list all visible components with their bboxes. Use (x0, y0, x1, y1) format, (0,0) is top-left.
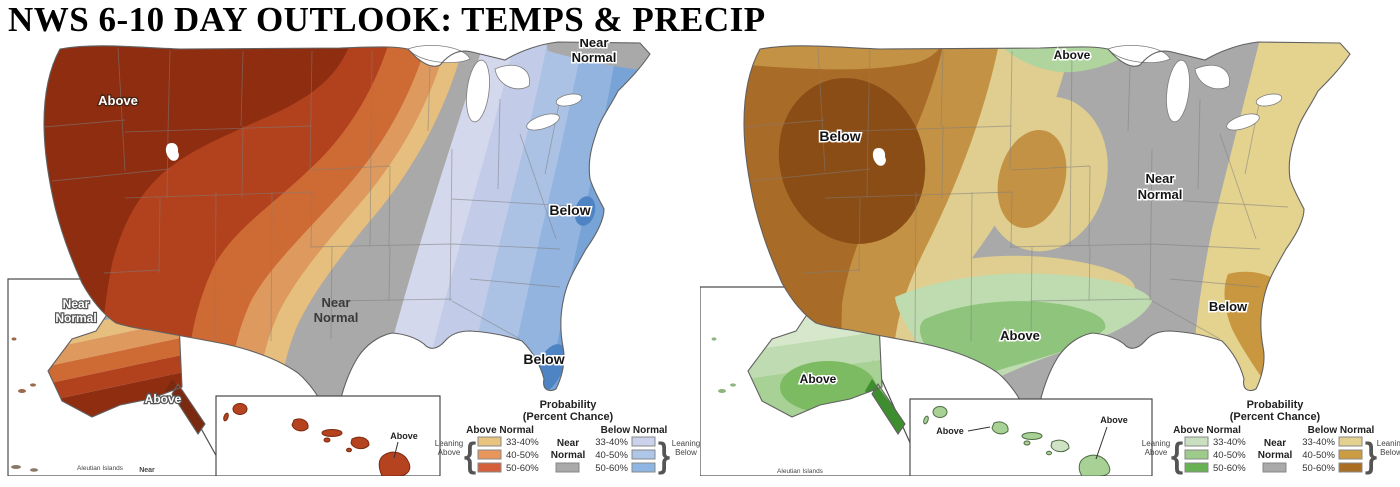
legend-subtitle: (Percent Chance) (1230, 411, 1321, 423)
legend-pct: 40-50% (595, 450, 628, 461)
legend-temps: Probability (Percent Chance) Above Norma… (435, 399, 700, 476)
alaska-inset-temps (7, 278, 219, 476)
legend-pct: 40-50% (506, 450, 539, 461)
legend-leaning-below: Leaning (1377, 439, 1400, 448)
legend-brace-right: } (1365, 437, 1376, 475)
label-near-south: Normal (314, 310, 359, 325)
legend-pct: 40-50% (1213, 450, 1246, 461)
label-hi-above-2: Above (1100, 415, 1128, 425)
legend-leaning-below: Leaning (672, 439, 700, 448)
legend-below-header: Below Normal (601, 425, 668, 436)
legend-leaning-above: Above (438, 448, 461, 457)
great-lakes (407, 44, 583, 131)
legend-leaning-above: Leaning (1142, 439, 1170, 448)
legend-pct: 40-50% (1302, 450, 1335, 461)
label-ak-above: Above (145, 392, 182, 406)
legend-title: Probability (540, 399, 598, 411)
label-near-mid: Near (1146, 171, 1175, 186)
labels-temps: Above Near Normal Below Near Normal Belo… (54, 39, 618, 474)
label-ak-above: Above (800, 372, 837, 386)
labels-precip: Below Above Near Normal Above Below Abov… (777, 46, 1249, 475)
legend-swatch (631, 449, 656, 460)
legend-below-header: Below Normal (1308, 425, 1375, 436)
legend-near: Normal (551, 450, 586, 461)
legend-above-header: Above Normal (1173, 425, 1241, 436)
label-aleutian: Aleutian Islands (777, 468, 824, 475)
label-below-west: Below (819, 128, 860, 144)
legend-swatch (477, 449, 502, 460)
great-lakes (1107, 44, 1283, 131)
legend-precip: Probability (Percent Chance) Above Norma… (1142, 399, 1400, 476)
legend-swatch (1184, 436, 1209, 447)
legend-swatch (631, 436, 656, 447)
label-above-tx: Above (1000, 328, 1040, 343)
legend-swatch (477, 462, 502, 473)
legend-brace-right: } (658, 437, 669, 475)
legend-swatch (1262, 462, 1287, 473)
legend-subtitle: (Percent Chance) (523, 411, 614, 423)
legend-brace-left: { (464, 437, 475, 475)
hawaii-inset-temps (215, 395, 441, 476)
legend-title: Probability (1247, 399, 1305, 411)
page-title: NWS 6-10 DAY OUTLOOK: TEMPS & PRECIP (8, 0, 766, 39)
legend-leaning-below: Below (1380, 448, 1400, 457)
legend-swatch (1338, 449, 1363, 460)
label-near-mid: Normal (1138, 187, 1183, 202)
legend-pct: 33-40% (595, 437, 628, 448)
label-aleutian: Aleutian Islands (77, 465, 124, 472)
legend-swatch (1338, 462, 1363, 473)
legend-pct: 33-40% (1213, 437, 1246, 448)
label-near-south: Near (322, 295, 351, 310)
legend-swatch (1338, 436, 1363, 447)
legend-swatch (477, 436, 502, 447)
legend-near: Near (1264, 438, 1286, 449)
legend-swatch (1184, 462, 1209, 473)
legend-swatch (555, 462, 580, 473)
legend-pct: 33-40% (506, 437, 539, 448)
legend-swatch (631, 462, 656, 473)
legend-above-header: Above Normal (466, 425, 534, 436)
label-aleutian-near: Near (139, 467, 155, 474)
label-below-east: Below (549, 202, 590, 218)
legend-pct: 50-60% (595, 463, 628, 474)
label-ak-near: Near (63, 297, 90, 311)
precipitation-outlook-map: Probability (Percent Chance) Above Norma… (700, 39, 1400, 476)
legend-pct: 50-60% (1302, 463, 1335, 474)
label-hi-above: Above (390, 431, 418, 441)
outlook-maps: Probability (Percent Chance) Above Norma… (0, 39, 1400, 476)
label-near-ne: Normal (572, 50, 617, 65)
temperature-outlook-map: Probability (Percent Chance) Above Norma… (0, 39, 700, 476)
label-below-se: Below (1209, 299, 1248, 314)
label-hi-above-1: Above (936, 426, 964, 436)
alaska-inset-precip (700, 286, 926, 476)
legend-brace-left: { (1171, 437, 1182, 475)
label-below-fl: Below (523, 351, 564, 367)
label-above-west: Above (98, 93, 138, 108)
legend-swatch (1184, 449, 1209, 460)
legend-pct: 33-40% (1302, 437, 1335, 448)
label-above-mn: Above (1054, 48, 1091, 62)
legend-near: Normal (1258, 450, 1293, 461)
label-near-ne: Near (580, 39, 609, 50)
legend-pct: 50-60% (1213, 463, 1246, 474)
legend-leaning-below: Below (675, 448, 697, 457)
legend-pct: 50-60% (506, 463, 539, 474)
legend-leaning-above: Above (1145, 448, 1168, 457)
hawaii-inset-precip (909, 398, 1153, 476)
legend-leaning-above: Leaning (435, 439, 463, 448)
label-ak-near: Normal (55, 311, 96, 325)
legend-near: Near (557, 438, 579, 449)
